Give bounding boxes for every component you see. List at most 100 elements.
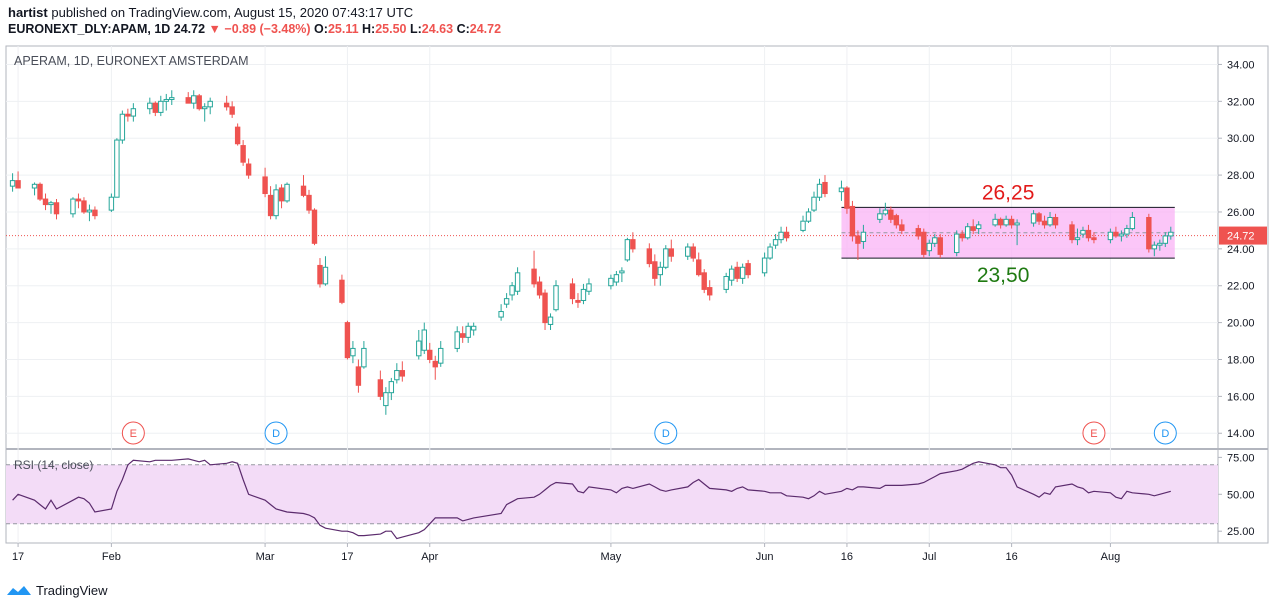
candle-body xyxy=(882,209,889,215)
price-tick-label: 28.00 xyxy=(1227,170,1255,182)
candle-body xyxy=(185,97,191,104)
candle-body xyxy=(767,246,773,259)
candle-body xyxy=(454,331,460,349)
candle-body xyxy=(630,239,636,250)
candle-body xyxy=(734,266,740,279)
candle-body xyxy=(514,272,521,292)
candle-body xyxy=(223,102,230,108)
time-tick-label: 16 xyxy=(841,551,853,563)
candle-body xyxy=(1014,222,1020,226)
candle-body xyxy=(37,183,43,200)
candle-body xyxy=(202,106,208,110)
candle-body xyxy=(970,226,976,231)
candle-body xyxy=(778,231,784,241)
candle-body xyxy=(125,113,131,117)
high-label: H: xyxy=(362,22,376,36)
candle-body xyxy=(416,340,422,357)
tradingview-brand[interactable]: TradingView xyxy=(6,583,108,598)
candle-body xyxy=(229,106,235,115)
candle-body xyxy=(805,211,812,222)
candle-body xyxy=(822,181,828,195)
last-price-tag xyxy=(1219,226,1267,245)
time-tick-label: Feb xyxy=(102,551,121,563)
candle-body xyxy=(580,288,587,301)
candle-body xyxy=(926,242,932,252)
candle-body xyxy=(1168,231,1174,237)
candle-body xyxy=(273,189,279,217)
candle-body xyxy=(761,257,768,274)
candle-body xyxy=(509,285,515,296)
candle-body xyxy=(838,187,845,193)
candle-body xyxy=(1003,218,1009,226)
candle-body xyxy=(613,274,620,283)
candle-body xyxy=(245,163,252,176)
candle-body xyxy=(975,224,982,230)
candle-body xyxy=(657,266,664,276)
low-label: L: xyxy=(409,22,422,36)
price-tick-label: 16.00 xyxy=(1227,391,1255,403)
candle-body xyxy=(964,226,971,239)
rsi-band xyxy=(6,464,1218,524)
candle-body xyxy=(9,180,16,187)
candle-body xyxy=(503,298,510,305)
event-marker-icon xyxy=(654,421,678,445)
price-tick-label: 20.00 xyxy=(1227,318,1255,330)
candle-body xyxy=(240,145,246,163)
candle-body xyxy=(53,202,60,215)
candle-body xyxy=(152,102,159,113)
candle-body xyxy=(267,194,274,217)
symbol-quote-line: EURONEXT_DLY:APAM, 1D 24.72 ▼ −0.89 (−3.… xyxy=(8,22,501,36)
candle-body xyxy=(959,233,965,239)
candle-body xyxy=(278,187,285,202)
candle-body xyxy=(465,325,471,338)
candle-body xyxy=(470,325,477,331)
candle-body xyxy=(108,196,115,211)
candle-body xyxy=(646,248,653,265)
candle-body xyxy=(388,381,395,394)
candle-body xyxy=(1162,235,1169,244)
candle-body xyxy=(553,285,559,311)
price-change: ▼ −0.89 (−3.48%) xyxy=(208,22,311,36)
time-tick-label: Aug xyxy=(1101,551,1121,563)
rsi-line xyxy=(12,458,1171,540)
candle-body xyxy=(1157,242,1163,246)
candle-body xyxy=(1030,213,1037,224)
publish-text: published on TradingView.com, August 15,… xyxy=(51,5,414,20)
candle-body xyxy=(1047,216,1053,226)
candle-body xyxy=(31,183,38,189)
last-price: 24.72 xyxy=(173,22,206,36)
time-tick-label: May xyxy=(601,551,622,563)
event-marker-icon xyxy=(121,421,145,445)
range-top-label: 26,25 xyxy=(982,181,1035,204)
candle-body xyxy=(15,180,21,189)
candle-body xyxy=(860,231,867,242)
candle-body xyxy=(147,102,153,110)
candle-body xyxy=(459,333,466,338)
price-pane-title: APERAM, 1D, EURONEXT AMSTERDAM xyxy=(14,54,249,68)
candle-body xyxy=(130,108,137,117)
brand-label: TradingView xyxy=(36,583,108,598)
open-value: 25.11 xyxy=(327,22,359,36)
candle-body xyxy=(262,176,268,195)
time-tick-label: 16 xyxy=(1005,551,1017,563)
candle-body xyxy=(361,347,367,368)
candle-body xyxy=(284,183,290,202)
candle-body xyxy=(119,113,126,141)
candle-body xyxy=(311,209,318,244)
publish-info: hartist published on TradingView.com, Au… xyxy=(8,5,413,20)
range-bottom-label: 23,50 xyxy=(977,264,1030,287)
candle-body xyxy=(421,329,427,351)
symbol-label: EURONEXT_DLY:APAM, 1D xyxy=(8,22,171,36)
candle-body xyxy=(668,248,674,257)
candle-body xyxy=(1085,229,1092,239)
time-tick-label: 17 xyxy=(12,551,24,563)
candle-body xyxy=(75,198,82,202)
candle-body xyxy=(619,270,625,274)
candle-body xyxy=(1036,213,1042,222)
candle-body xyxy=(899,224,905,231)
price-tick-label: 24.00 xyxy=(1227,244,1255,256)
candle-body xyxy=(1146,216,1152,250)
author-name[interactable]: hartist xyxy=(8,5,48,20)
candle-body xyxy=(1124,228,1130,235)
